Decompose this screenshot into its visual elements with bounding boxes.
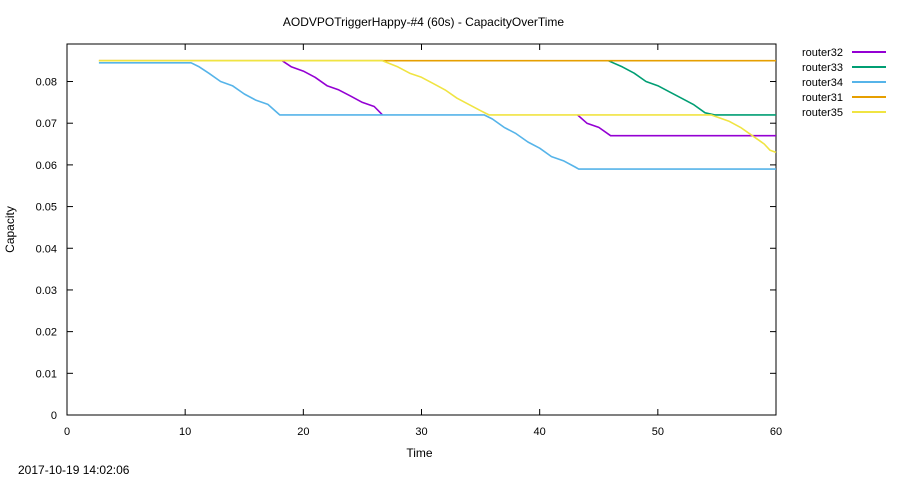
- series-line-router32: [281, 60, 384, 116]
- series-line-router34: [98, 61, 776, 170]
- legend-label-router33: router33: [802, 62, 843, 74]
- x-tick-label: 30: [415, 426, 427, 438]
- y-tick-label: 0.04: [36, 243, 57, 255]
- x-tick-label: 10: [179, 426, 191, 438]
- series-line-router32: [576, 114, 776, 137]
- y-tick-label: 0.01: [36, 368, 57, 380]
- y-axis-label: Capacity: [3, 206, 17, 253]
- legend-label-router31: router31: [802, 92, 843, 104]
- plot-frame: [66, 43, 777, 416]
- series-line-router35: [98, 59, 777, 154]
- x-tick-label: 20: [297, 426, 309, 438]
- x-tick-label: 60: [770, 426, 782, 438]
- y-tick-label: 0.07: [36, 118, 57, 130]
- y-tick-label: 0.06: [36, 160, 57, 172]
- legend-label-router34: router34: [802, 77, 843, 89]
- x-tick-label: 50: [652, 426, 664, 438]
- x-tick-label: 0: [64, 426, 70, 438]
- y-tick-label: 0.05: [36, 202, 57, 214]
- chart-title: AODVPOTriggerHappy-#4 (60s) - CapacityOv…: [283, 15, 565, 29]
- y-tick-label: 0.03: [36, 285, 57, 297]
- legend-label-router32: router32: [802, 47, 843, 59]
- timestamp: 2017-10-19 14:02:06: [18, 463, 130, 477]
- x-tick-label: 40: [534, 426, 546, 438]
- y-tick-label: 0.08: [36, 77, 57, 89]
- series-line-router33: [607, 59, 776, 116]
- legend-label-router35: router35: [802, 107, 843, 119]
- y-tick-label: 0.02: [36, 327, 57, 339]
- y-tick-label: 0: [51, 410, 57, 422]
- x-axis-label: Time: [406, 446, 433, 460]
